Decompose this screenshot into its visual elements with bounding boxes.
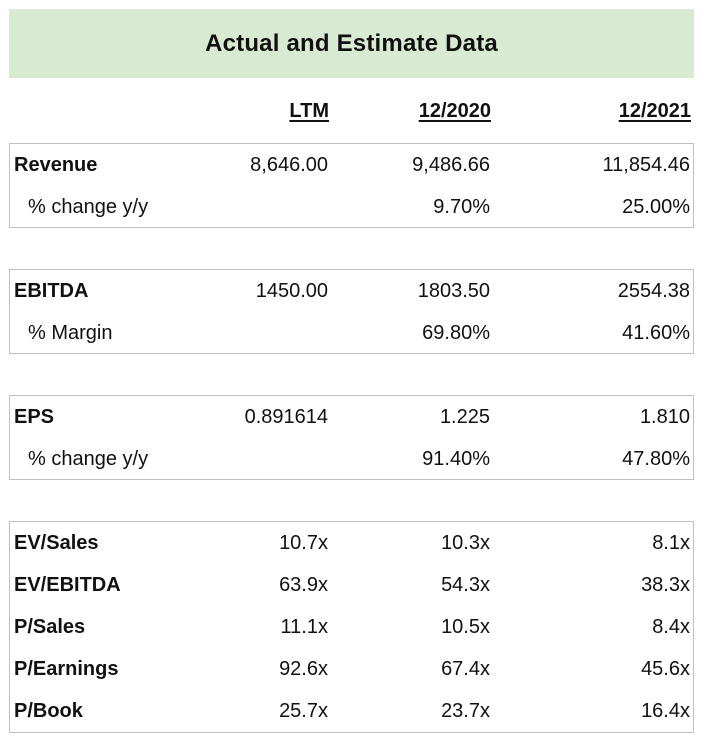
- eps-section: EPS 0.891614 1.225 1.810 % change y/y 91…: [9, 395, 694, 480]
- table-row-eps: EPS 0.891614 1.225 1.810: [10, 396, 693, 438]
- cell-ltm: 92.6x: [279, 658, 328, 680]
- cell-ltm: 11.1x: [280, 616, 328, 638]
- valuation-multiples-section: EV/Sales 10.7x 10.3x 8.1x EV/EBITDA 63.9…: [9, 521, 694, 733]
- cell-2021: 41.60%: [622, 322, 690, 344]
- cell-ltm: 1450.00: [255, 280, 328, 302]
- cell-2021: 45.6x: [641, 658, 690, 680]
- cell-2021: 38.3x: [641, 574, 690, 596]
- cell-ltm: 25.7x: [279, 700, 328, 722]
- table-row-ev-ebitda: EV/EBITDA 63.9x 54.3x 38.3x: [10, 564, 693, 606]
- row-label: P/Sales: [14, 616, 86, 638]
- column-header-2020: 12/2020: [418, 100, 491, 122]
- table-row-ebitda-margin: % Margin 69.80% 41.60%: [10, 312, 693, 354]
- table-row-p-sales: P/Sales 11.1x 10.5x 8.4x: [10, 606, 693, 648]
- cell-2021: 25.00%: [622, 196, 690, 218]
- row-label: EV/EBITDA: [14, 574, 121, 596]
- cell-2020: 9,486.66: [412, 154, 490, 176]
- table-row-revenue-change: % change y/y 9.70% 25.00%: [10, 186, 693, 228]
- cell-2020: 1.225: [439, 406, 490, 428]
- cell-2020: 91.40%: [422, 448, 490, 470]
- row-label: % change y/y: [28, 448, 149, 470]
- cell-2021: 2554.38: [617, 280, 690, 302]
- table-row-p-earnings: P/Earnings 92.6x 67.4x 45.6x: [10, 648, 693, 690]
- cell-2021: 11,854.46: [602, 154, 691, 176]
- cell-2020: 67.4x: [441, 658, 490, 680]
- cell-ltm: 10.7x: [279, 532, 328, 554]
- cell-2021: 47.80%: [622, 448, 690, 470]
- ebitda-section: EBITDA 1450.00 1803.50 2554.38 % Margin …: [9, 269, 694, 354]
- cell-2020: 10.3x: [441, 532, 490, 554]
- cell-2021: 8.4x: [652, 616, 690, 638]
- row-label: % change y/y: [28, 196, 149, 218]
- cell-2020: 10.5x: [441, 616, 490, 638]
- row-label: P/Earnings: [14, 658, 119, 680]
- row-label: Revenue: [14, 154, 98, 176]
- table-title: Actual and Estimate Data: [205, 29, 498, 57]
- row-label: EBITDA: [14, 280, 89, 302]
- table-title-banner: Actual and Estimate Data: [9, 9, 694, 78]
- cell-2020: 23.7x: [441, 700, 490, 722]
- cell-ltm: 63.9x: [279, 574, 328, 596]
- row-label: % Margin: [28, 322, 113, 344]
- table-row-p-book: P/Book 25.7x 23.7x 16.4x: [10, 690, 693, 732]
- row-label: P/Book: [14, 700, 83, 722]
- row-label: EV/Sales: [14, 532, 99, 554]
- cell-2020: 69.80%: [422, 322, 490, 344]
- table-row-ebitda: EBITDA 1450.00 1803.50 2554.38: [10, 270, 693, 312]
- cell-2020: 9.70%: [433, 196, 490, 218]
- cell-2021: 16.4x: [641, 700, 690, 722]
- cell-2020: 1803.50: [417, 280, 490, 302]
- cell-ltm: 8,646.00: [250, 154, 328, 176]
- cell-ltm: 0.891614: [244, 406, 328, 428]
- column-header-2021: 12/2021: [618, 100, 691, 122]
- cell-2021: 1.810: [639, 406, 690, 428]
- column-header-ltm: LTM: [289, 100, 329, 122]
- table-row-eps-change: % change y/y 91.40% 47.80%: [10, 438, 693, 480]
- cell-2020: 54.3x: [441, 574, 490, 596]
- row-label: EPS: [14, 406, 55, 428]
- table-row-ev-sales: EV/Sales 10.7x 10.3x 8.1x: [10, 522, 693, 564]
- cell-2021: 8.1x: [652, 532, 690, 554]
- table-row-revenue: Revenue 8,646.00 9,486.66 11,854.46: [10, 144, 693, 186]
- revenue-section: Revenue 8,646.00 9,486.66 11,854.46 % ch…: [9, 143, 694, 228]
